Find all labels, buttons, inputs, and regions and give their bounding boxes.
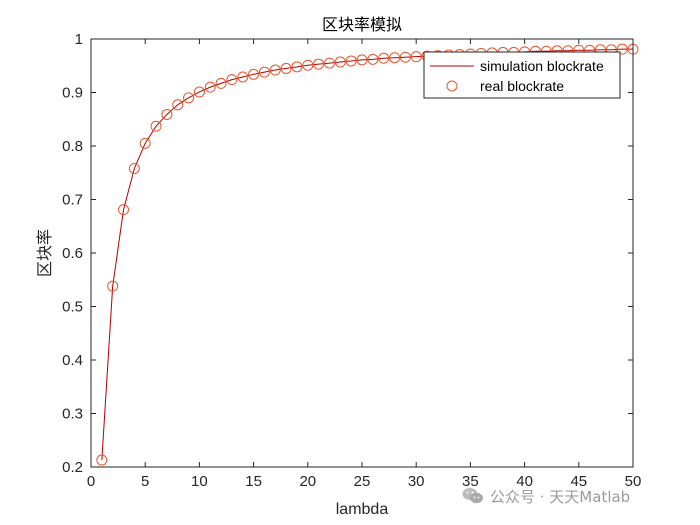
data-point-real [280,62,292,74]
watermark: 公众号 · 天天Matlab [462,486,630,507]
data-point-real [378,52,390,64]
x-tick-label: 20 [299,473,316,490]
data-point-real [323,57,335,69]
data-point-real [139,137,151,149]
data-point-real [389,52,401,64]
data-point-real [183,92,195,104]
data-point-real [367,53,379,65]
y-tick-label: 0.2 [62,459,83,476]
legend-marker-swatch [446,80,458,92]
ticks-layer: 0 5 10 15 20 25 30 35 40 45 50 0.2 0.3 0.4 0.5 0.6 0.7 0.… [62,31,641,490]
wechat-icon [462,488,483,504]
data-point-real [226,74,238,86]
data-point-real [128,162,140,174]
legend-box [423,51,621,99]
watermark-text: 公众号 · 天天Matlab [490,488,631,506]
data-point-real [356,54,368,66]
data-point-real [269,64,281,76]
data-point-real [204,81,216,93]
y-tick-label: 0.7 [62,192,83,209]
data-point-real [291,61,303,73]
legend: simulation blockrate real blockrate [423,51,621,99]
x-tick-label: 40 [516,473,533,490]
x-tick-label: 5 [141,473,149,490]
x-tick-label: 45 [570,473,587,490]
plot-area [91,39,633,467]
x-tick-label: 25 [354,473,371,490]
y-tick-label: 0.8 [62,138,83,155]
series-layer [96,43,639,466]
x-tick-label: 15 [245,473,262,490]
data-point-real [258,66,270,78]
data-point-real [302,59,314,71]
data-point-real [313,58,325,70]
data-point-real [215,77,227,89]
y-tick-label: 1 [75,31,83,48]
legend-label-simulation: simulation blockrate [480,58,604,74]
y-axis-title: 区块率 [36,229,54,277]
data-point-real [345,55,357,67]
y-tick-label: 0.4 [62,352,83,369]
data-point-real [118,204,130,216]
x-tick-label: 0 [87,473,95,490]
x-tick-label: 30 [408,473,425,490]
data-point-real [172,99,184,111]
data-point-real [161,108,173,120]
x-tick-label: 35 [462,473,479,490]
y-tick-label: 0.9 [62,85,83,102]
data-point-real [616,43,628,55]
data-point-real [334,56,346,68]
data-point-real [237,71,249,83]
data-point-real [107,280,119,292]
chart-title: 区块率模拟 [322,15,402,34]
x-tick-label: 10 [191,473,208,490]
data-point-real [248,68,260,80]
x-axis-title: lambda [336,501,389,518]
data-point-real [399,51,411,63]
data-point-real [150,120,162,132]
data-point-real [410,51,422,63]
y-tick-label: 0.3 [62,406,83,423]
data-point-real [193,86,205,98]
y-tick-label: 0.6 [62,245,83,262]
y-tick-label: 0.5 [62,299,83,316]
legend-label-real: real blockrate [480,78,564,94]
data-point-real [96,454,108,466]
x-tick-label: 50 [625,473,642,490]
